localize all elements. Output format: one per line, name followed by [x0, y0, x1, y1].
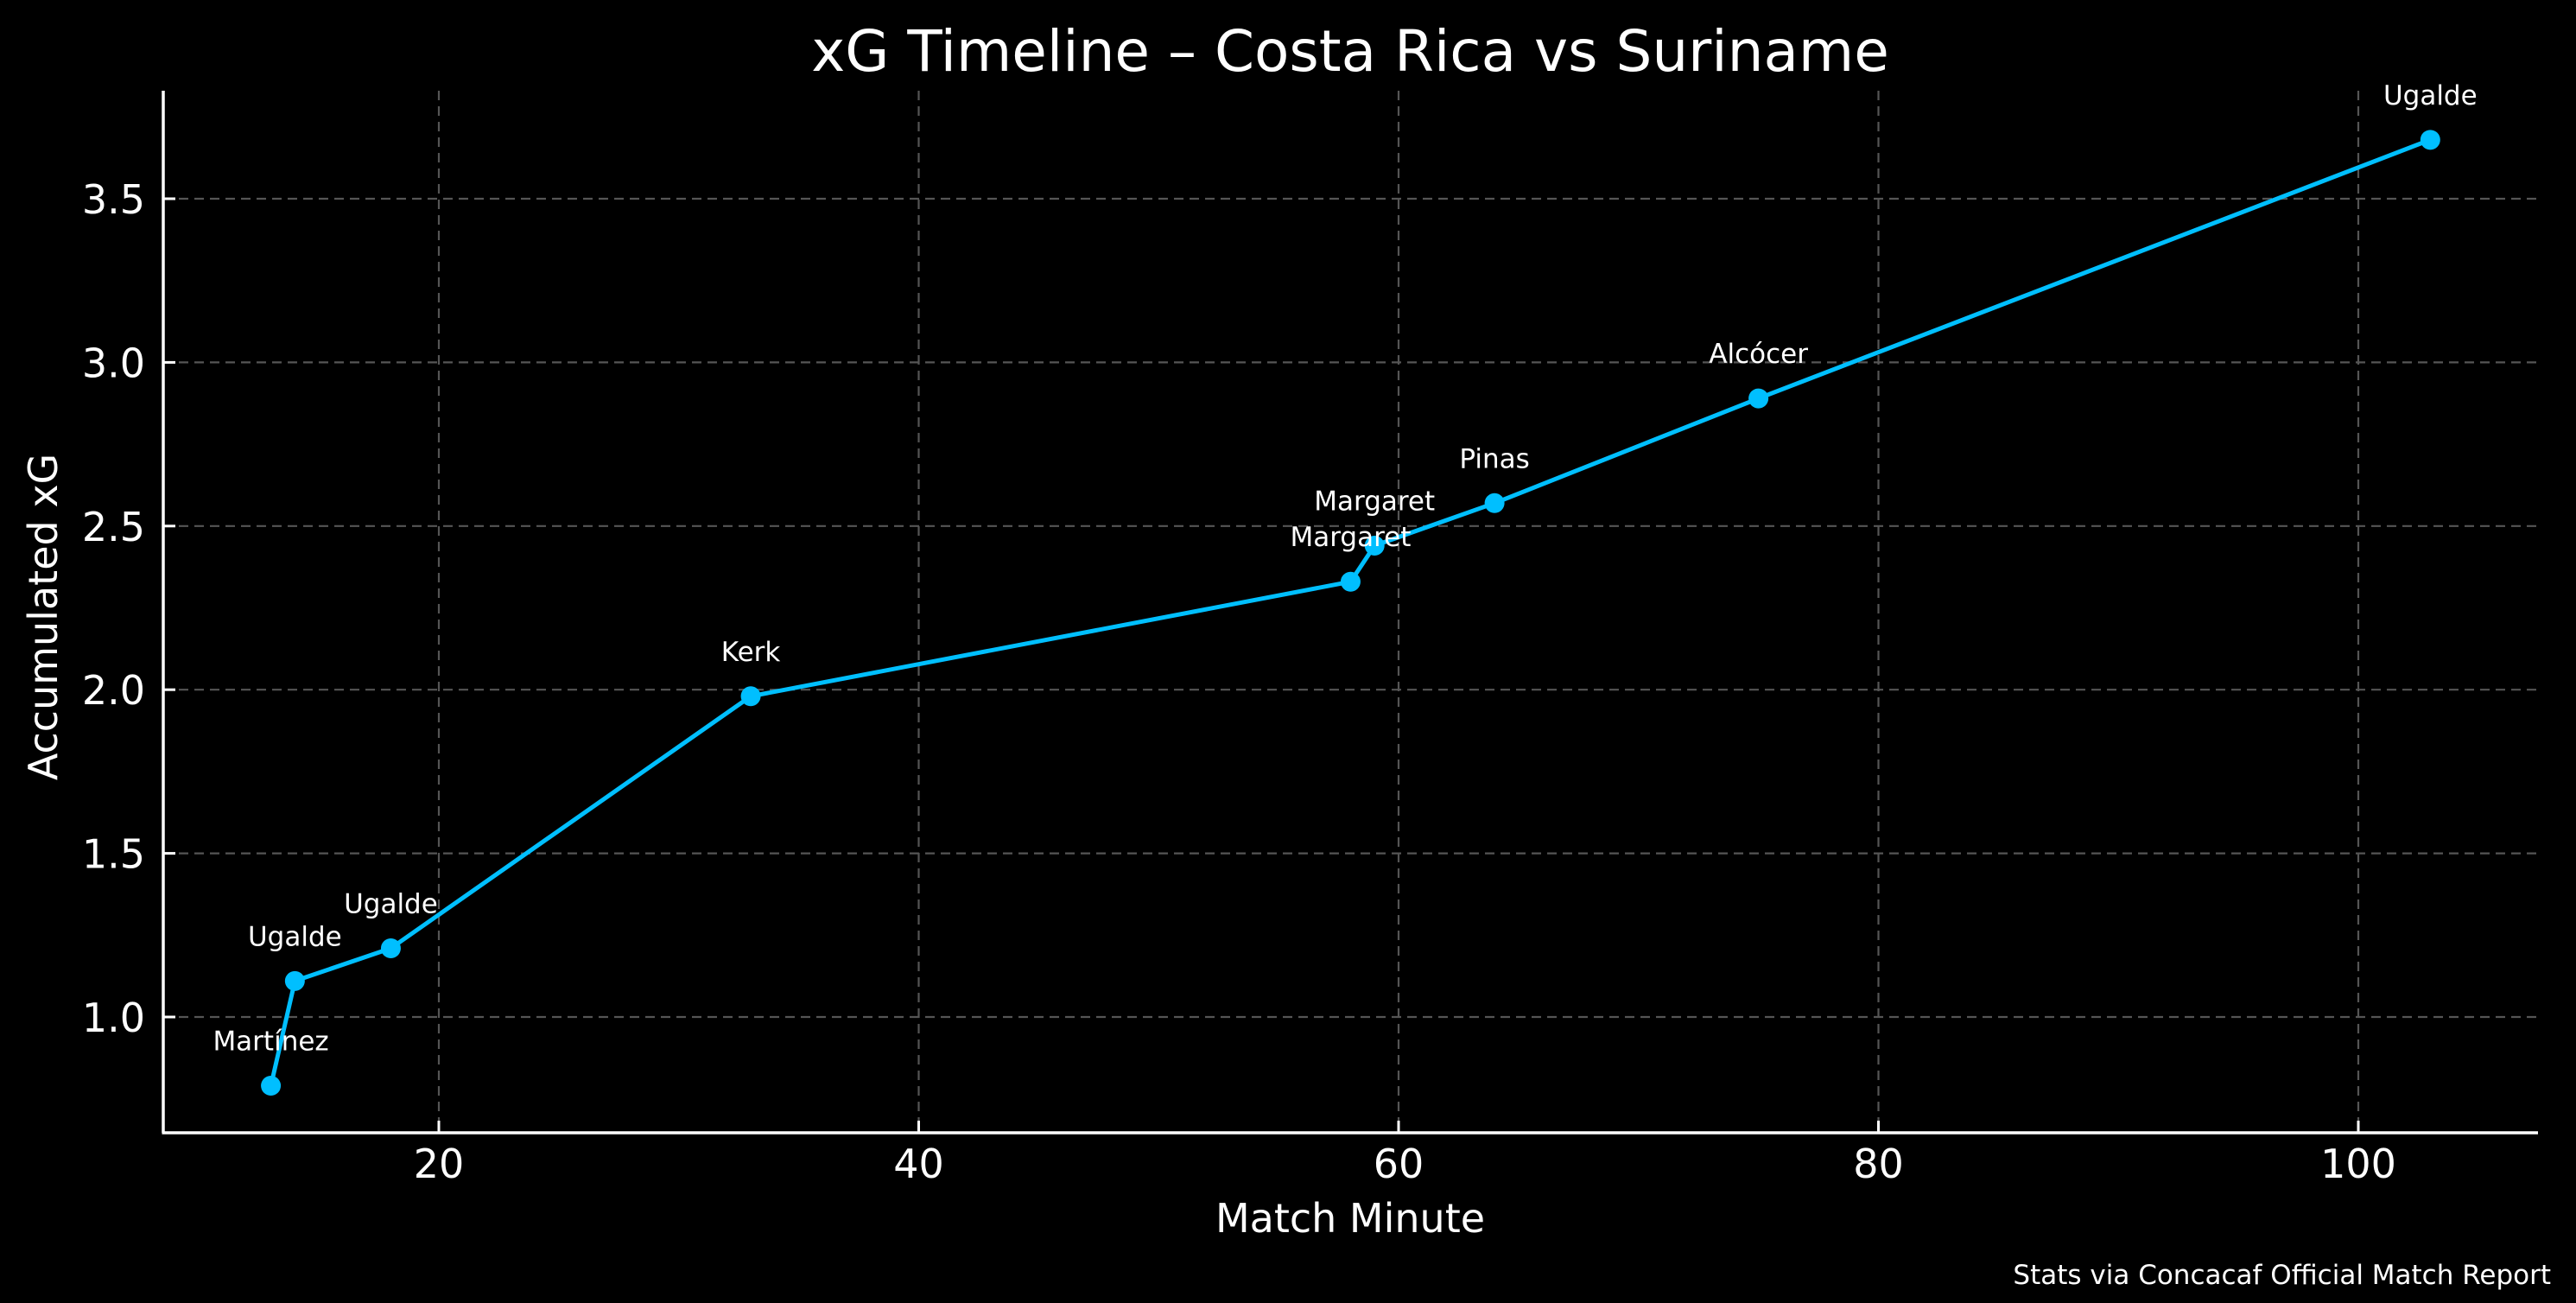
chart-title: xG Timeline – Costa Rica vs Suriname: [811, 18, 1889, 85]
y-tick-label: 2.5: [82, 504, 145, 550]
shot-annotation-label: Alcócer: [1709, 339, 1808, 370]
shot-annotation-label: Kerk: [721, 637, 781, 668]
x-tick-label: 60: [1374, 1141, 1424, 1187]
data-point-marker: [1748, 388, 1769, 409]
x-tick-label: 40: [893, 1141, 944, 1187]
data-point-marker: [1484, 493, 1505, 513]
shot-annotation-label: Ugalde: [344, 888, 438, 919]
x-tick-label: 20: [414, 1141, 465, 1187]
horizontal-gridlines: [163, 197, 2538, 1019]
data-point-marker: [284, 970, 305, 991]
shot-annotation-label: Margaret: [1314, 486, 1435, 518]
shot-annotation-label: Ugalde: [248, 921, 342, 952]
vertical-gridlines: [437, 91, 2360, 1133]
y-tick-label: 3.0: [82, 340, 145, 386]
data-point-marker: [380, 938, 401, 958]
data-point-marker: [261, 1076, 282, 1096]
y-tick-label: 1.5: [82, 831, 145, 878]
plot-spines: [162, 91, 2538, 1135]
shot-annotation-label: Martínez: [213, 1027, 328, 1058]
data-point-marker: [1364, 536, 1385, 556]
shot-annotation-label: Margaret: [1290, 522, 1411, 553]
y-tick-label: 3.5: [82, 176, 145, 223]
y-axis-label: Accumulated xG: [20, 454, 67, 780]
x-axis-ticks: 20 40 60 80 100: [414, 1121, 2396, 1187]
y-tick-label: 1.0: [82, 995, 145, 1041]
shot-annotation-label: Pinas: [1459, 443, 1529, 474]
x-axis-label: Match Minute: [1215, 1195, 1485, 1242]
source-footnote: Stats via Concacaf Official Match Report: [2013, 1260, 2551, 1291]
shot-annotation-label: Ugalde: [2383, 80, 2478, 111]
y-axis-ticks: 1.0 1.5 2.0 2.5 3.0 3.5: [82, 176, 175, 1041]
x-tick-label: 100: [2320, 1141, 2396, 1187]
xg-markers: [261, 130, 2440, 1096]
xg-series: MartínezUgaldeUgaldeKerkMargaretMargaret…: [213, 80, 2478, 1096]
x-tick-label: 80: [1853, 1141, 1904, 1187]
data-point-marker: [2420, 130, 2440, 150]
data-point-marker: [1340, 571, 1361, 592]
y-tick-label: 2.0: [82, 667, 145, 714]
shot-annotations: MartínezUgaldeUgaldeKerkMargaretMargaret…: [213, 80, 2477, 1058]
data-point-marker: [740, 686, 761, 707]
